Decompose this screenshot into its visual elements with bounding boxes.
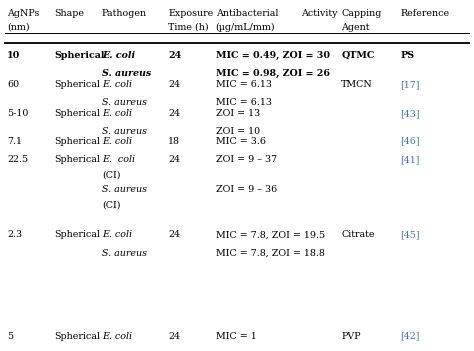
Text: ZOI = 10: ZOI = 10 <box>216 127 260 137</box>
Text: Time (h): Time (h) <box>168 23 209 32</box>
Text: 7.1: 7.1 <box>7 137 22 146</box>
Text: MIC = 0.98, ZOI = 26: MIC = 0.98, ZOI = 26 <box>216 69 330 78</box>
Text: E. coli: E. coli <box>102 51 135 60</box>
Text: E. coli: E. coli <box>102 80 132 89</box>
Text: E. coli: E. coli <box>102 332 132 341</box>
Text: 24: 24 <box>168 51 182 60</box>
Text: Exposure: Exposure <box>168 9 213 18</box>
Text: S. aureus: S. aureus <box>102 249 147 258</box>
Text: Pathogen: Pathogen <box>102 9 147 18</box>
Text: S. aureus: S. aureus <box>102 69 151 78</box>
Text: Activity: Activity <box>301 9 337 18</box>
Text: Antibacterial: Antibacterial <box>216 9 278 18</box>
Text: S. aureus: S. aureus <box>102 185 147 194</box>
Text: (µg/mL/mm): (µg/mL/mm) <box>216 23 275 32</box>
Text: 5: 5 <box>7 332 13 341</box>
Text: [46]: [46] <box>401 137 420 146</box>
Text: QTMC: QTMC <box>341 51 374 60</box>
Text: MIC = 7.8, ZOI = 18.8: MIC = 7.8, ZOI = 18.8 <box>216 249 325 258</box>
Text: E. coli: E. coli <box>102 137 132 146</box>
Text: S. aureus: S. aureus <box>102 98 147 107</box>
Text: MIC = 3.6: MIC = 3.6 <box>216 137 265 146</box>
Text: 5-10: 5-10 <box>7 109 28 118</box>
Text: E. coli: E. coli <box>102 230 132 239</box>
Text: MIC = 6.13: MIC = 6.13 <box>216 98 272 107</box>
Text: [45]: [45] <box>401 230 420 239</box>
Text: 60: 60 <box>7 80 19 89</box>
Text: MIC = 1: MIC = 1 <box>216 332 256 341</box>
Text: [42]: [42] <box>401 332 420 341</box>
Text: ZOI = 9 – 36: ZOI = 9 – 36 <box>216 185 277 194</box>
Text: (nm): (nm) <box>7 23 30 32</box>
Text: 2.3: 2.3 <box>7 230 22 239</box>
Text: E.  coli: E. coli <box>102 155 135 164</box>
Text: ZOI = 13: ZOI = 13 <box>216 109 260 118</box>
Text: PS: PS <box>401 51 415 60</box>
Text: [43]: [43] <box>401 109 420 118</box>
Text: E. coli: E. coli <box>102 109 132 118</box>
Text: [41]: [41] <box>401 155 420 164</box>
Text: Reference: Reference <box>401 9 450 18</box>
Text: 10: 10 <box>7 51 20 60</box>
Text: 24: 24 <box>168 155 180 164</box>
Text: Spherical: Spherical <box>55 332 100 341</box>
Text: PVP: PVP <box>341 332 361 341</box>
Text: 24: 24 <box>168 109 180 118</box>
Text: Spherical: Spherical <box>55 230 100 239</box>
Text: ZOI = 9 – 37: ZOI = 9 – 37 <box>216 155 277 164</box>
Text: Capping: Capping <box>341 9 382 18</box>
Text: (CI): (CI) <box>102 170 120 179</box>
Text: MIC = 7.8, ZOI = 19.5: MIC = 7.8, ZOI = 19.5 <box>216 230 325 239</box>
Text: MIC = 6.13: MIC = 6.13 <box>216 80 272 89</box>
Text: 18: 18 <box>168 137 180 146</box>
Text: [17]: [17] <box>401 80 420 89</box>
Text: Shape: Shape <box>55 9 84 18</box>
Text: Spherical: Spherical <box>55 109 100 118</box>
Text: 24: 24 <box>168 80 180 89</box>
Text: Citrate: Citrate <box>341 230 375 239</box>
Text: Spherical: Spherical <box>55 80 100 89</box>
Text: S. aureus: S. aureus <box>102 127 147 137</box>
Text: (CI): (CI) <box>102 201 120 210</box>
Text: Agent: Agent <box>341 23 370 32</box>
Text: Spherical: Spherical <box>55 155 100 164</box>
Text: 22.5: 22.5 <box>7 155 28 164</box>
Text: MIC = 0.49, ZOI = 30: MIC = 0.49, ZOI = 30 <box>216 51 330 60</box>
Text: TMCN: TMCN <box>341 80 373 89</box>
Text: 24: 24 <box>168 332 180 341</box>
Text: 24: 24 <box>168 230 180 239</box>
Text: AgNPs: AgNPs <box>7 9 39 18</box>
Text: Spherical: Spherical <box>55 51 105 60</box>
Text: Spherical: Spherical <box>55 137 100 146</box>
